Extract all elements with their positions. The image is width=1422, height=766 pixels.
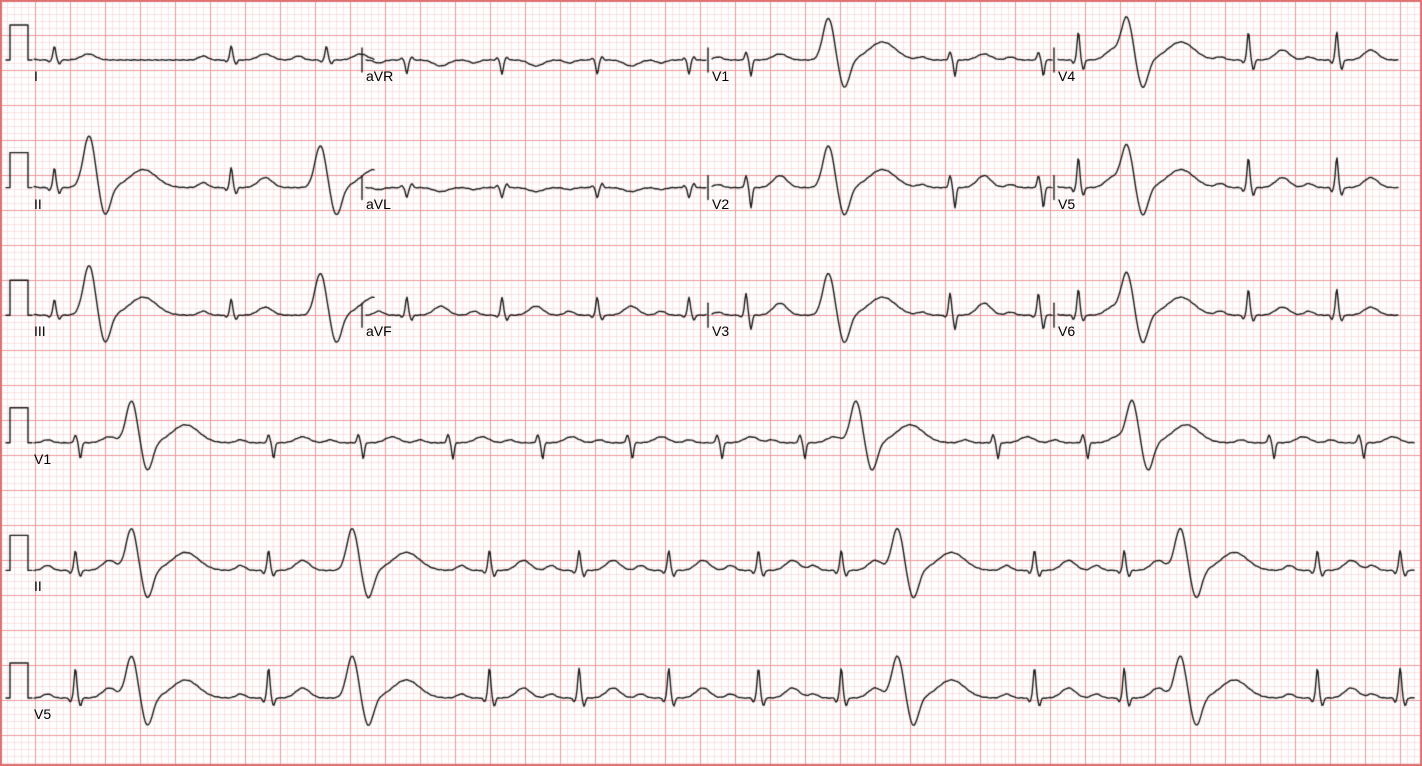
ecg-chart: IaVR V1 V4 II aVL V2 V5 III aVF V3 V6 V1 II V5 xyxy=(0,0,1422,766)
lead-label: V1 xyxy=(34,451,51,467)
lead-label: aVL xyxy=(366,196,391,212)
lead-label: V1 xyxy=(712,68,729,84)
lead-label: II xyxy=(34,196,42,212)
lead-label: V6 xyxy=(1058,323,1075,339)
lead-label: II xyxy=(34,578,42,594)
ecg-waveforms xyxy=(0,0,1422,766)
lead-label: III xyxy=(34,323,46,339)
lead-label: aVF xyxy=(366,323,392,339)
lead-label: I xyxy=(34,68,38,84)
lead-label: aVR xyxy=(366,68,393,84)
lead-label: V5 xyxy=(1058,196,1075,212)
lead-label: V2 xyxy=(712,196,729,212)
lead-label: V4 xyxy=(1058,68,1075,84)
lead-label: V5 xyxy=(34,706,51,722)
lead-label: V3 xyxy=(712,323,729,339)
